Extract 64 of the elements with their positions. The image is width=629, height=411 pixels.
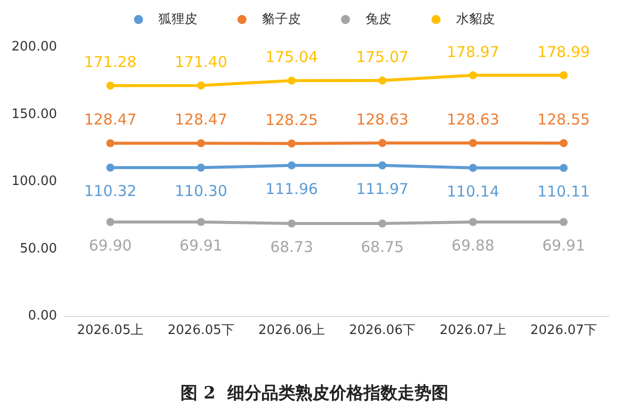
y-tick-label: 150.00: [12, 106, 57, 122]
point: [197, 164, 205, 172]
point: [106, 164, 114, 172]
data-label: 128.63: [446, 110, 500, 128]
data-label: 110.30: [174, 182, 228, 200]
point: [469, 71, 477, 80]
data-label: 111.96: [265, 180, 318, 198]
data-label: 128.47: [84, 110, 137, 129]
x-tick-label: 2026.05下: [168, 323, 234, 338]
point: [288, 220, 296, 228]
data-label: 69.91: [542, 236, 586, 254]
point: [469, 164, 477, 172]
data-label: 110.11: [537, 182, 590, 200]
y-tick-label: 50.00: [20, 241, 57, 256]
data-label: 128.63: [356, 110, 409, 128]
data-label: 178.99: [537, 42, 590, 61]
point: [469, 138, 477, 147]
point: [288, 140, 296, 148]
point: [197, 81, 205, 90]
point: [197, 218, 205, 226]
legend-label: 兔皮: [366, 12, 392, 27]
data-label: 69.90: [88, 236, 132, 254]
text: 图 2 细分品类熟皮价格指数走势图: [180, 384, 448, 404]
point: [378, 161, 386, 170]
data-label: 128.47: [174, 110, 228, 129]
point: [106, 218, 114, 226]
data-label: 175.07: [356, 48, 409, 66]
data-label: 68.73: [270, 238, 314, 256]
data-label: 110.32: [84, 182, 137, 200]
data-label: 69.88: [452, 236, 494, 255]
point: [288, 76, 296, 85]
point: [560, 71, 568, 80]
x-tick-label: 2026.06下: [348, 323, 416, 338]
x-tick-label: 2026.07下: [530, 323, 598, 338]
x-tick-label: 2026.07上: [440, 323, 506, 338]
x-tick-label: 2026.05上: [76, 323, 144, 338]
point: [288, 161, 296, 170]
y-tick-label: 0.00: [28, 308, 57, 324]
data-label: 171.28: [84, 53, 137, 72]
data-label: 171.40: [174, 52, 228, 71]
point: [469, 218, 477, 226]
point: [560, 218, 568, 226]
point: [106, 139, 114, 148]
y-tick-label: 100.00: [12, 174, 57, 189]
data-label: 178.97: [446, 42, 500, 61]
legend-label: 狐狸皮: [158, 12, 198, 27]
data-label: 128.25: [265, 111, 318, 130]
legend-label: 貉子皮: [262, 12, 301, 27]
point: [560, 164, 568, 172]
data-label: 110.14: [446, 182, 500, 200]
point: [378, 76, 386, 85]
point: [197, 139, 205, 148]
point: [378, 138, 386, 147]
data-label: 175.04: [265, 48, 318, 66]
x-tick-label: 2026.06上: [258, 323, 326, 338]
point: [106, 82, 114, 90]
data-label: 68.75: [360, 238, 404, 256]
data-label: 128.55: [537, 110, 590, 129]
point: [378, 220, 386, 228]
point: [560, 139, 568, 148]
data-label: 69.91: [180, 236, 222, 254]
legend-label: 水貂皮: [456, 12, 495, 27]
data-label: 111.97: [356, 180, 409, 198]
y-tick-label: 200.00: [12, 40, 57, 54]
